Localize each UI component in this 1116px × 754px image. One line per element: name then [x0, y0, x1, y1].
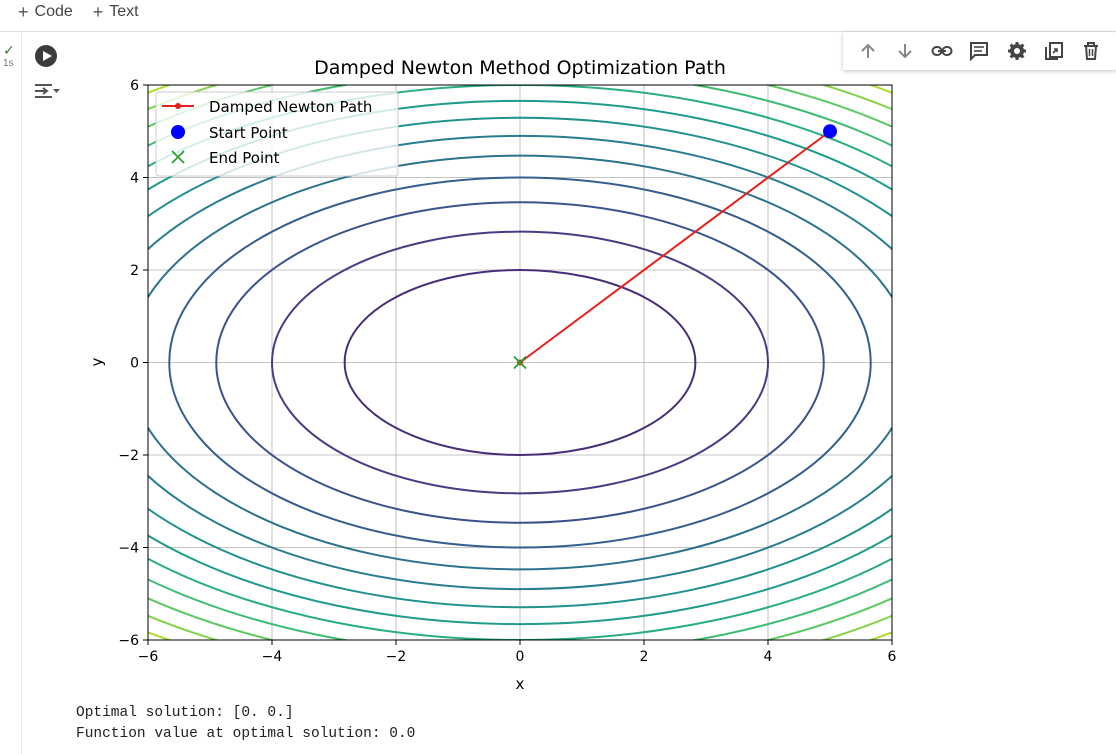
plus-icon: +: [18, 2, 29, 22]
arrow-up-icon[interactable]: [857, 40, 879, 62]
cell-output: Optimal solution: [0. 0.] Function value …: [76, 703, 415, 745]
y-tick-label: 0: [130, 356, 139, 372]
cell-toolbar: [843, 32, 1116, 70]
cell-gutter: [0, 32, 22, 754]
x-tick-label: 4: [764, 649, 773, 665]
x-tick-label: −2: [386, 649, 407, 665]
check-icon: ✓: [3, 42, 15, 58]
add-text-label: Text: [109, 3, 139, 20]
start-point-marker: [823, 124, 837, 139]
arrow-down-icon[interactable]: [894, 40, 916, 62]
contour-level: [343, 269, 697, 456]
add-code-label: Code: [34, 3, 73, 20]
plus-icon: +: [92, 2, 104, 22]
add-text-button[interactable]: + Text: [93, 3, 139, 21]
y-axis-label: y: [88, 357, 106, 366]
x-tick-label: 6: [888, 649, 897, 665]
contour-level: [148, 99, 892, 626]
delete-icon[interactable]: [1080, 40, 1102, 62]
y-tick-label: −6: [118, 633, 139, 649]
legend: Damped Newton Path Start Point End Point: [155, 91, 399, 177]
x-axis-label: x: [516, 675, 525, 693]
contour-plot: Damped Newton Method Optimization Path −…: [88, 57, 897, 693]
legend-line-marker: [175, 103, 181, 109]
toolbar-divider: [0, 31, 1116, 32]
y-tick-label: 6: [130, 78, 139, 94]
notebook-toolbar: + Code + Text: [0, 0, 1116, 24]
settings-icon[interactable]: [1006, 40, 1028, 62]
legend-label: Damped Newton Path: [209, 98, 372, 116]
legend-end-swatch: [171, 150, 185, 164]
run-cell-button[interactable]: [35, 45, 57, 67]
x-tick-label: −4: [262, 649, 283, 665]
legend-start-swatch: [171, 125, 185, 139]
legend-label: Start Point: [209, 124, 288, 142]
execution-time: 1s: [3, 58, 14, 69]
add-code-button[interactable]: + Code: [18, 3, 73, 21]
mirror-cell-icon[interactable]: [1043, 40, 1065, 62]
ticks: −6 −4 −2 0 2 4 6 −6 −4 −2 0 2 4 6: [118, 78, 896, 665]
end-point-marker: [513, 355, 527, 370]
damped-newton-path-line: [519, 130, 831, 364]
contour-level: [215, 201, 825, 524]
y-tick-label: −4: [118, 541, 139, 557]
output-line-solution: Optimal solution: [0. 0.]: [76, 705, 294, 721]
legend-box: [155, 91, 399, 177]
contours: [148, 85, 892, 640]
chart-title: Damped Newton Method Optimization Path: [314, 57, 726, 79]
comment-icon[interactable]: [968, 40, 990, 62]
y-tick-label: −2: [118, 448, 139, 464]
link-icon[interactable]: [931, 40, 953, 62]
contour-level: [271, 230, 769, 495]
x-tick-label: 2: [640, 649, 649, 665]
x-tick-label: 0: [516, 649, 525, 665]
x-tick-label: −6: [138, 649, 159, 665]
contour-level: [168, 176, 872, 549]
contour-level: [148, 134, 892, 591]
y-tick-label: 4: [130, 171, 139, 187]
legend-label: End Point: [209, 149, 280, 167]
series: [513, 124, 837, 370]
contour-level: [148, 116, 892, 609]
output-line-value: Function value at optimal solution: 0.0: [76, 726, 416, 742]
contour-level: [148, 154, 892, 571]
y-tick-label: 2: [130, 263, 139, 279]
output-menu-icon[interactable]: [32, 80, 62, 102]
